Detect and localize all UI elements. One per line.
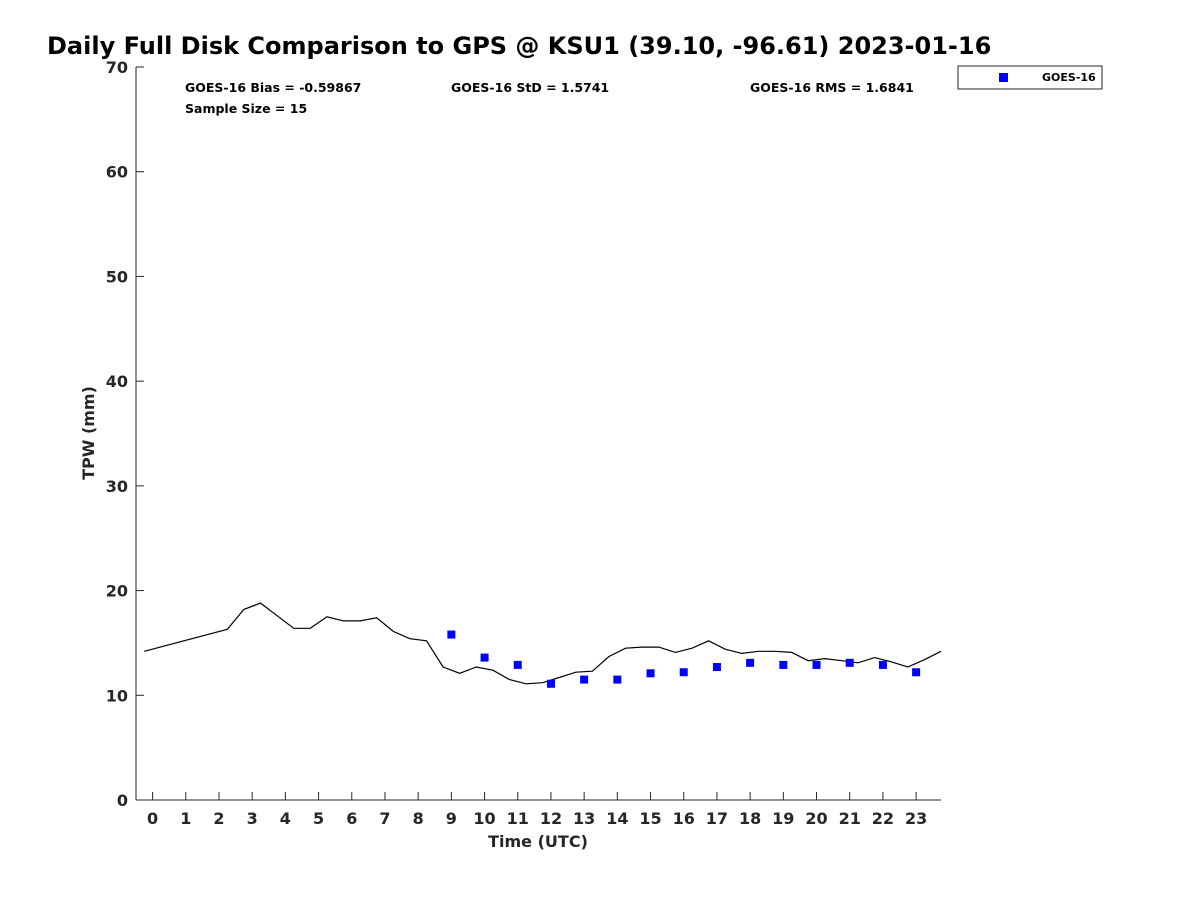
std-stat: GOES-16 StD = 1.5741 xyxy=(451,80,609,95)
x-tick-label: 16 xyxy=(673,809,695,828)
legend-marker-square xyxy=(999,73,1008,82)
x-tick-label: 8 xyxy=(413,809,424,828)
goes16-point xyxy=(513,660,522,669)
x-tick-label: 3 xyxy=(247,809,258,828)
x-axis-label: Time (UTC) xyxy=(488,832,588,851)
goes16-point xyxy=(878,660,887,669)
chart-title: Daily Full Disk Comparison to GPS @ KSU1… xyxy=(47,32,991,60)
goes16-points-series xyxy=(447,630,921,688)
goes16-point xyxy=(712,663,721,672)
x-tick-label: 19 xyxy=(772,809,794,828)
y-tick-label: 30 xyxy=(106,477,128,496)
y-axis-label: TPW (mm) xyxy=(79,386,98,480)
x-tick-label: 4 xyxy=(280,809,291,828)
goes16-point xyxy=(845,658,854,667)
x-tick-label: 13 xyxy=(573,809,595,828)
legend-label-goes16: GOES-16 xyxy=(1042,71,1096,84)
y-tick-label: 10 xyxy=(106,686,128,705)
x-tick-label: 17 xyxy=(706,809,728,828)
x-tick-label: 10 xyxy=(473,809,495,828)
goes16-point xyxy=(546,679,555,688)
y-tick-label: 70 xyxy=(106,58,128,77)
goes16-point xyxy=(447,630,456,639)
x-tick-label: 22 xyxy=(872,809,894,828)
y-ticks: 0 10 20 30 40 50 60 70 xyxy=(106,58,144,810)
goes16-point xyxy=(613,675,622,684)
goes16-point xyxy=(480,653,489,662)
goes16-point xyxy=(746,658,755,667)
goes16-point xyxy=(779,660,788,669)
x-tick-label: 6 xyxy=(346,809,357,828)
x-tick-label: 1 xyxy=(180,809,191,828)
rms-stat: GOES-16 RMS = 1.6841 xyxy=(750,80,914,95)
legend: GOES-16 xyxy=(957,65,1103,90)
y-tick-label: 60 xyxy=(106,163,128,182)
x-ticks: 0 1 2 3 4 5 6 7 8 9 10 11 12 13 14 15 16 17 18 19 20 21 22 23 xyxy=(147,792,927,828)
goes16-point xyxy=(912,668,921,677)
goes16-point xyxy=(812,660,821,669)
goes16-point xyxy=(679,668,688,677)
x-tick-label: 21 xyxy=(839,809,861,828)
x-tick-label: 18 xyxy=(739,809,761,828)
y-tick-label: 20 xyxy=(106,582,128,601)
x-tick-label: 15 xyxy=(639,809,661,828)
y-tick-label: 0 xyxy=(117,791,128,810)
legend-box xyxy=(957,65,1103,90)
y-tick-label: 50 xyxy=(106,267,128,286)
x-tick-label: 14 xyxy=(606,809,628,828)
sample-size-stat: Sample Size = 15 xyxy=(185,101,307,116)
x-tick-label: 7 xyxy=(379,809,390,828)
bias-stat: GOES-16 Bias = -0.59867 xyxy=(185,80,361,95)
x-tick-label: 2 xyxy=(213,809,224,828)
y-tick-label: 40 xyxy=(106,372,128,391)
x-tick-label: 12 xyxy=(540,809,562,828)
gps-line-series xyxy=(144,602,942,685)
x-tick-label: 5 xyxy=(313,809,324,828)
x-tick-label: 23 xyxy=(905,809,927,828)
goes16-point xyxy=(646,669,655,678)
x-tick-label: 20 xyxy=(805,809,827,828)
goes16-point xyxy=(580,675,589,684)
gps-line xyxy=(144,602,942,685)
x-tick-label: 11 xyxy=(507,809,529,828)
x-tick-label: 9 xyxy=(446,809,457,828)
x-tick-label: 0 xyxy=(147,809,158,828)
